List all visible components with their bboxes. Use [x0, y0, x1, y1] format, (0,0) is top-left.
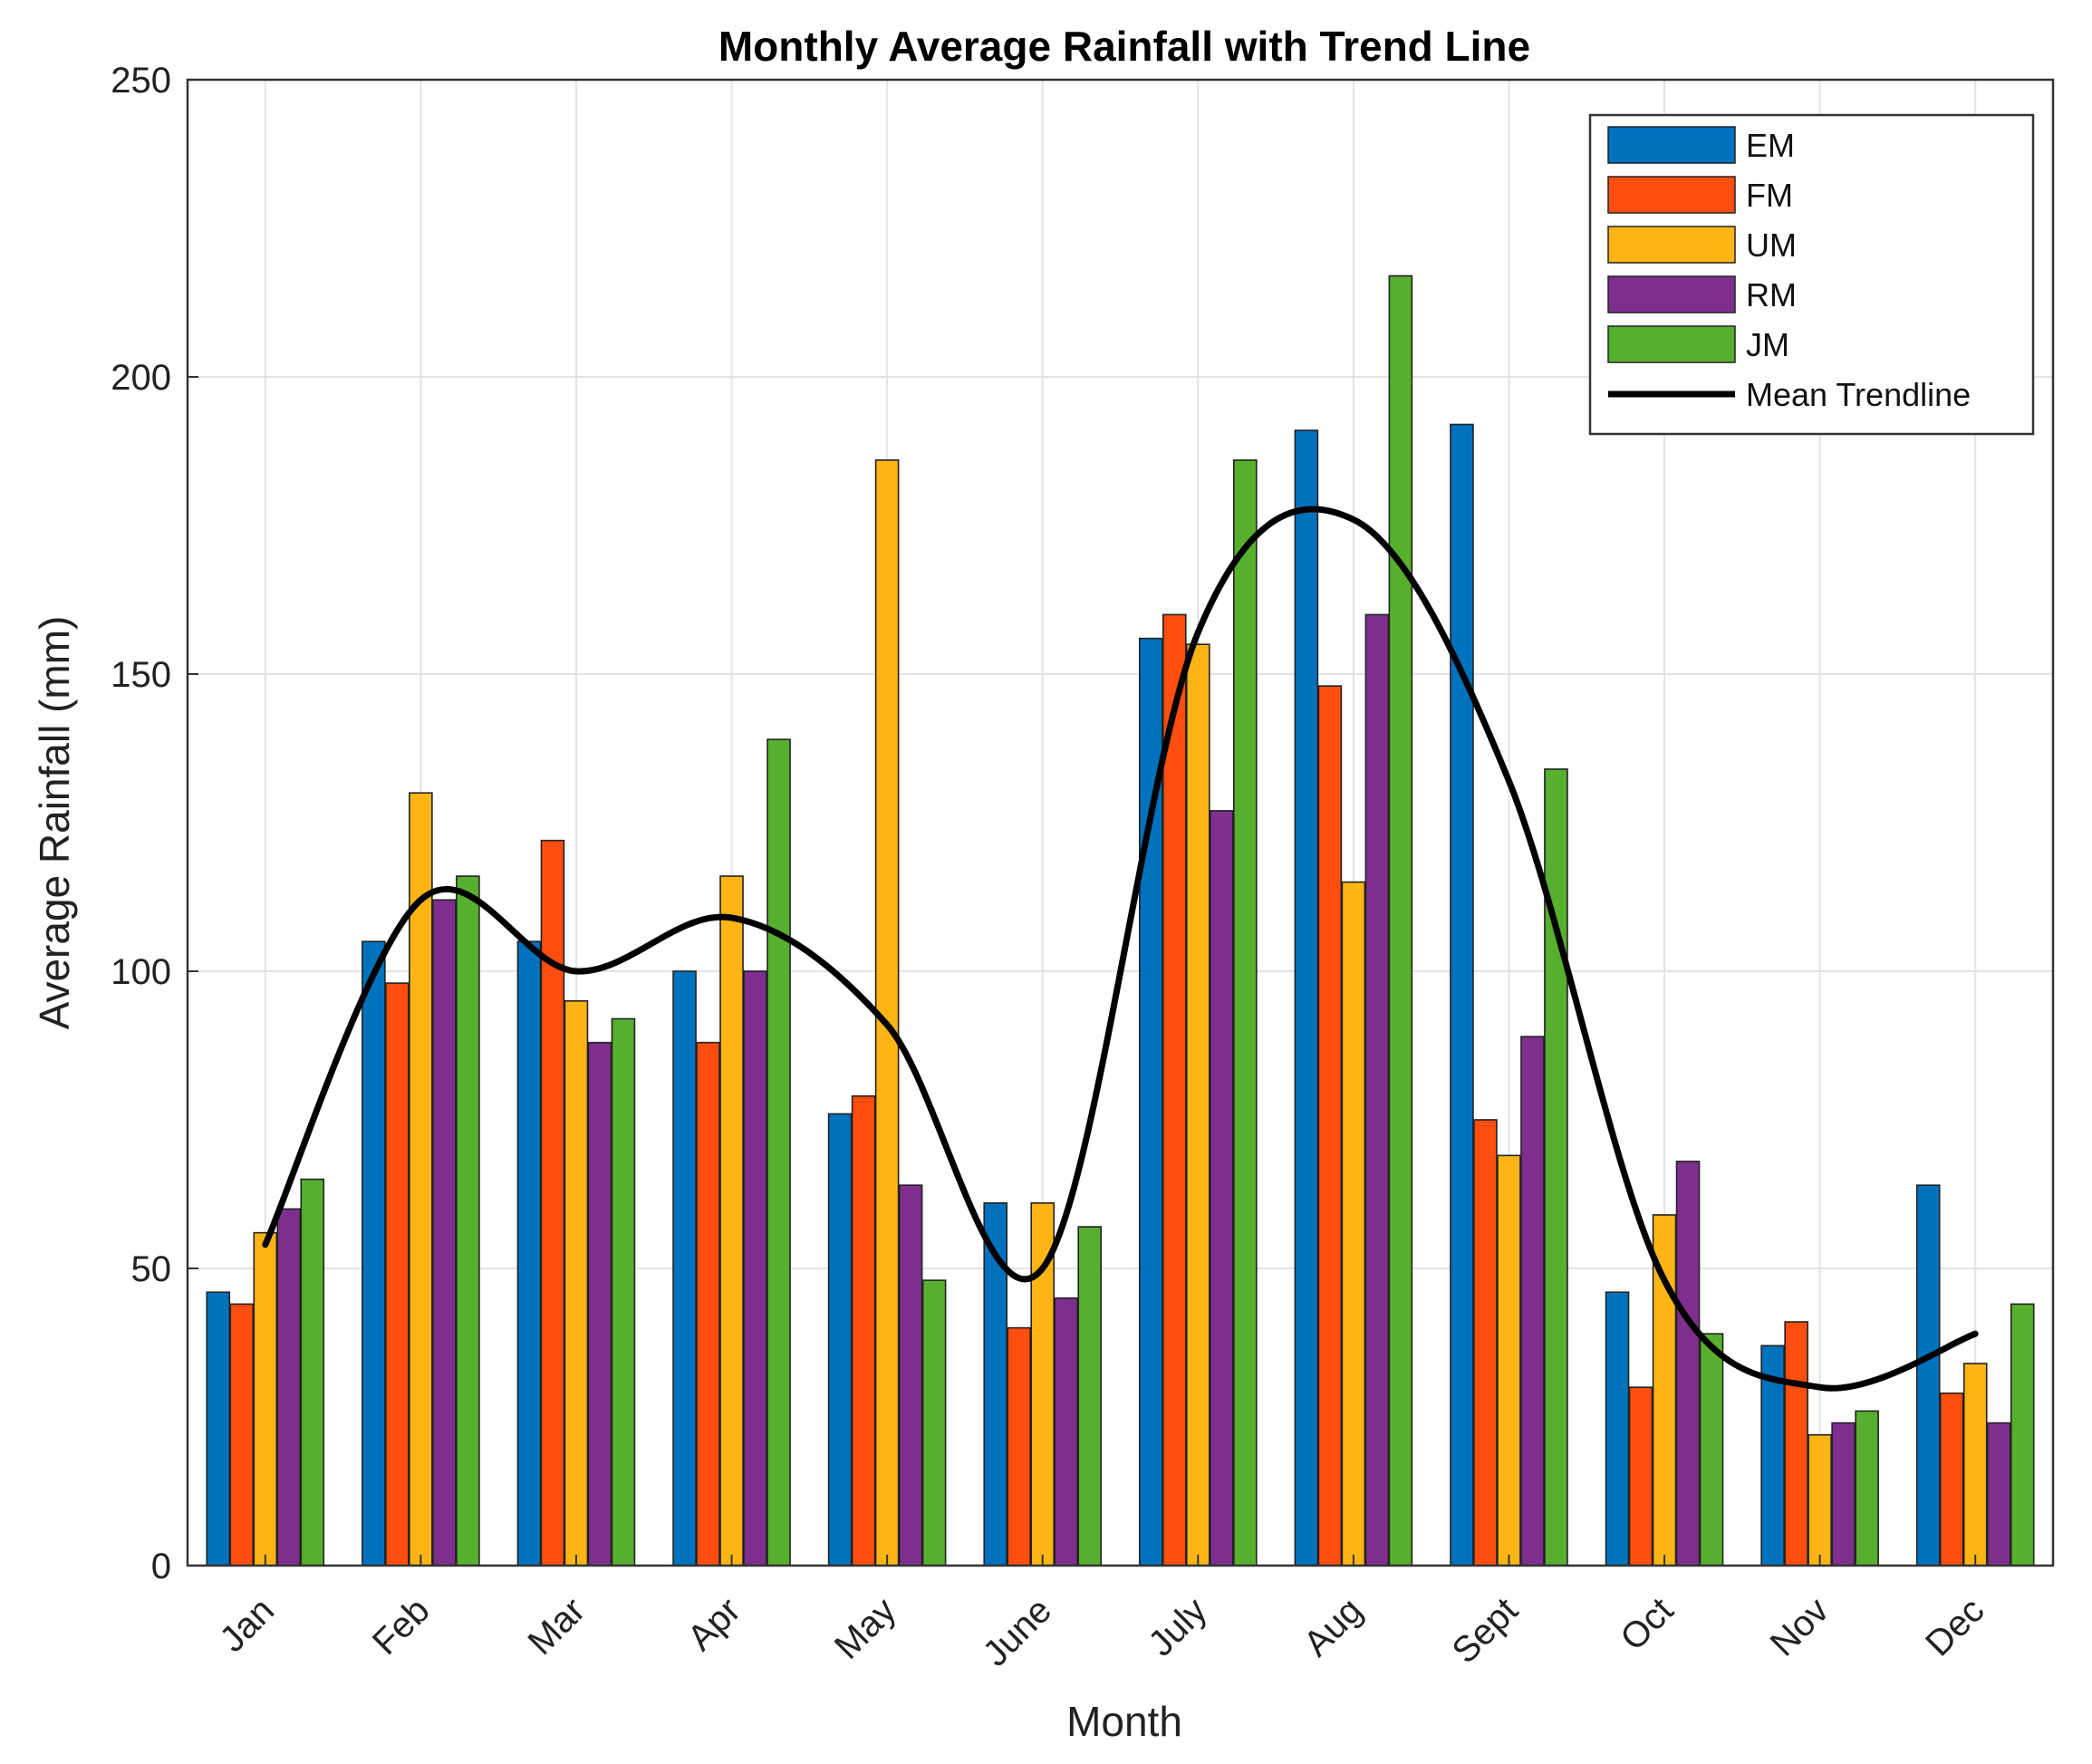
legend-label-um: UM	[1746, 227, 1797, 264]
bar-um-sept	[1497, 1154, 1521, 1566]
bar-rm-feb	[432, 899, 457, 1566]
bar-rm-oct	[1675, 1161, 1701, 1566]
legend-swatch-em	[1607, 126, 1736, 164]
bar-em-jan	[206, 1291, 231, 1566]
bar-jm-apr	[766, 738, 791, 1566]
x-axis-label: Month	[1066, 1698, 1182, 1745]
bar-um-apr	[719, 875, 744, 1566]
y-tick-label-4: 200	[111, 358, 171, 398]
bar-jm-feb	[456, 875, 480, 1566]
bar-um-july	[1185, 643, 1210, 1566]
bar-em-apr	[672, 970, 697, 1566]
y-tick-label-1: 50	[131, 1249, 172, 1289]
bar-jm-sept	[1544, 768, 1568, 1566]
bar-rm-july	[1209, 810, 1234, 1566]
bar-jm-june	[1077, 1226, 1103, 1566]
bar-um-feb	[409, 792, 433, 1566]
bar-em-aug	[1294, 429, 1319, 1566]
bar-em-dec	[1915, 1184, 1941, 1566]
trendline-layer	[262, 506, 1979, 1392]
bar-rm-june	[1054, 1297, 1079, 1566]
y-tick-label-2: 100	[111, 952, 171, 992]
bar-fm-may	[851, 1094, 876, 1566]
bar-em-mar	[516, 940, 542, 1566]
legend-label-rm: RM	[1746, 276, 1797, 313]
bar-rm-nov	[1831, 1422, 1856, 1566]
plot-area-frame	[186, 78, 2055, 1567]
bar-jm-july	[1232, 459, 1258, 1566]
bar-fm-dec	[1939, 1392, 1964, 1566]
y-axis-label: Average Rainfall (mm)	[31, 616, 78, 1030]
bar-rm-apr	[743, 970, 767, 1566]
mean-trendline	[262, 506, 1979, 1392]
bar-um-dec	[1962, 1363, 1988, 1566]
y-tick-label-5: 250	[111, 61, 171, 101]
legend-swatch-jm	[1607, 325, 1736, 363]
legend-label-fm: FM	[1746, 177, 1793, 214]
y-tick-label-0: 0	[151, 1547, 171, 1586]
legend-label-em: EM	[1746, 127, 1795, 164]
chart-title: Monthly Average Rainfall with Trend Line	[718, 23, 1530, 70]
bar-jm-mar	[611, 1017, 636, 1566]
bar-em-may	[827, 1113, 853, 1566]
bar-jm-jan	[300, 1178, 325, 1566]
bar-rm-sept	[1520, 1036, 1545, 1566]
bar-um-mar	[564, 1000, 589, 1566]
bar-um-nov	[1808, 1433, 1832, 1566]
bar-jm-aug	[1388, 275, 1413, 1566]
legend-swatch-rm	[1607, 275, 1736, 313]
bar-jm-nov	[1855, 1410, 1879, 1566]
bar-um-aug	[1341, 881, 1366, 1566]
bar-fm-nov	[1784, 1321, 1808, 1566]
bar-rm-may	[898, 1184, 923, 1566]
bar-jm-oct	[1699, 1333, 1724, 1566]
bar-fm-aug	[1317, 685, 1343, 1566]
legend-swatch-um	[1607, 226, 1736, 264]
bar-em-oct	[1605, 1291, 1630, 1566]
bar-fm-july	[1162, 613, 1187, 1566]
bar-fm-feb	[385, 982, 410, 1566]
bar-fm-jan	[229, 1303, 255, 1566]
bar-fm-mar	[540, 839, 565, 1566]
bar-fm-june	[1007, 1326, 1032, 1566]
legend-box	[1588, 113, 2035, 436]
bar-jm-may	[921, 1279, 947, 1566]
bar-em-sept	[1450, 423, 1474, 1566]
bar-fm-sept	[1473, 1119, 1498, 1566]
bar-jm-dec	[2010, 1303, 2035, 1566]
bar-fm-apr	[696, 1041, 720, 1566]
bar-rm-aug	[1364, 613, 1390, 1566]
bar-rm-dec	[1986, 1422, 2011, 1566]
legend-swatch-fm	[1607, 176, 1736, 214]
bar-um-jan	[253, 1231, 278, 1566]
legend-label-jm: JM	[1746, 326, 1789, 363]
y-tick-label-3: 150	[111, 655, 171, 695]
bar-rm-mar	[587, 1041, 612, 1566]
legend-label-trendline: Mean Trendline	[1746, 376, 1971, 413]
bar-rm-jan	[276, 1208, 302, 1566]
bar-em-feb	[362, 940, 386, 1566]
bar-fm-oct	[1628, 1386, 1653, 1566]
legend: EM FM UM RM JM Mean Trendline	[1588, 113, 2035, 436]
y-axis-ticks: 0 50 100 150 200 250	[111, 61, 198, 1586]
